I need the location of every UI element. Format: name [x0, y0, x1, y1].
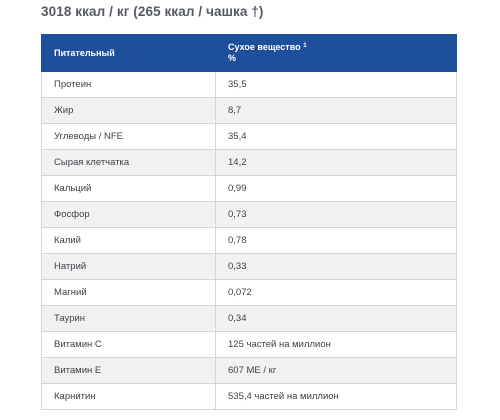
nutrient-name-cell: Таурин — [41, 305, 216, 332]
calorie-content-heading: 3018 ккал / кг (265 ккал / чашка †) — [41, 4, 264, 19]
column-header-unit: % — [228, 53, 237, 63]
column-header-nutrient-label: Питательный — [54, 47, 115, 58]
dry-matter-value-cell: 607 МЕ / кг — [215, 357, 457, 384]
table-header-row: Питательный Сухое вещество 1 % — [41, 34, 457, 72]
nutrient-name-cell: Витамин C — [41, 331, 216, 358]
dry-matter-value-cell: 0,73 — [215, 201, 457, 228]
nutrient-table: Питательный Сухое вещество 1 % Протеин 35… — [41, 34, 457, 410]
dry-matter-value-cell: 125 частей на миллион — [215, 331, 457, 358]
table-row: Протеин 35,5 — [41, 71, 457, 98]
nutrient-name-cell: Сырая клетчатка — [41, 149, 216, 176]
column-header-dry-matter: Сухое вещество 1 % — [215, 34, 457, 72]
footnote-marker: 1 — [303, 42, 307, 49]
nutrient-name-cell: Фосфор — [41, 201, 216, 228]
nutrient-name-cell: Витамин E — [41, 357, 216, 384]
table-row: Таурин 0,34 — [41, 305, 457, 332]
nutrient-name-cell: Протеин — [41, 71, 216, 98]
table-row: Магний 0,072 — [41, 279, 457, 306]
nutrient-name-cell: Натрий — [41, 253, 216, 280]
dry-matter-value-cell: 8,7 — [215, 97, 457, 124]
table-body: Протеин 35,5 Жир 8,7 Углеводы / NFE 35,4 Сырая… — [41, 71, 457, 410]
dry-matter-value-cell: 0,99 — [215, 175, 457, 202]
dry-matter-value-cell: 14,2 — [215, 149, 457, 176]
nutrient-name-cell: Кальций — [41, 175, 216, 202]
table-row: Карнитин 535,4 частей на миллион — [41, 383, 457, 410]
dry-matter-value-cell: 535,4 частей на миллион — [215, 383, 457, 410]
table-row: Витамин C 125 частей на миллион — [41, 331, 457, 358]
column-header-dry-matter-label: Сухое вещество — [228, 42, 301, 52]
table-row: Калий 0,78 — [41, 227, 457, 254]
nutrient-name-cell: Карнитин — [41, 383, 216, 410]
dry-matter-value-cell: 0,072 — [215, 279, 457, 306]
dry-matter-value-cell: 35,4 — [215, 123, 457, 150]
table-row: Углеводы / NFE 35,4 — [41, 123, 457, 150]
table-row: Кальций 0,99 — [41, 175, 457, 202]
table-row: Фосфор 0,73 — [41, 201, 457, 228]
table-row: Витамин E 607 МЕ / кг — [41, 357, 457, 384]
dry-matter-value-cell: 0,34 — [215, 305, 457, 332]
dry-matter-value-cell: 35,5 — [215, 71, 457, 98]
nutrient-name-cell: Жир — [41, 97, 216, 124]
table-row: Сырая клетчатка 14,2 — [41, 149, 457, 176]
nutrient-name-cell: Магний — [41, 279, 216, 306]
table-row: Натрий 0,33 — [41, 253, 457, 280]
nutrient-name-cell: Углеводы / NFE — [41, 123, 216, 150]
table-row: Жир 8,7 — [41, 97, 457, 124]
dry-matter-value-cell: 0,33 — [215, 253, 457, 280]
column-header-nutrient: Питательный — [41, 34, 216, 72]
dry-matter-value-cell: 0,78 — [215, 227, 457, 254]
nutrient-name-cell: Калий — [41, 227, 216, 254]
